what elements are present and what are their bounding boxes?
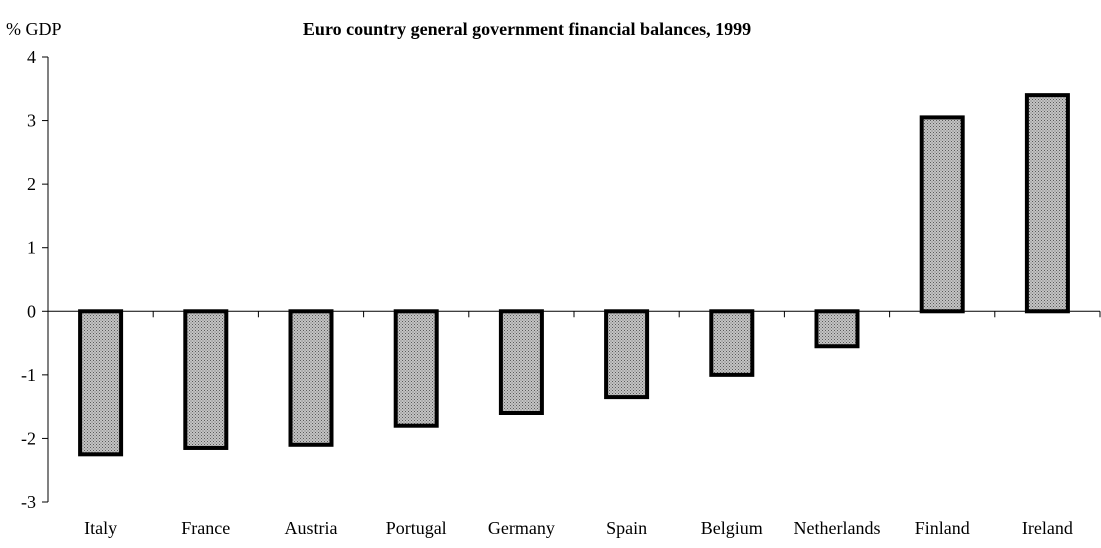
y-tick-label: 2 — [27, 174, 36, 194]
y-tick-label: -3 — [21, 492, 36, 512]
y-axis-label: % GDP — [6, 19, 62, 39]
x-tick-label: Austria — [285, 518, 338, 538]
bar-spain — [604, 309, 650, 400]
bar-belgium — [709, 309, 755, 377]
bar-germany — [498, 309, 544, 415]
y-tick-label: -2 — [21, 428, 36, 448]
x-tick-label: Netherlands — [794, 518, 881, 538]
bar-austria — [288, 309, 334, 447]
y-tick-label: 0 — [27, 301, 36, 321]
bar-france — [183, 309, 229, 450]
bars — [78, 93, 1070, 457]
x-tick-label: Belgium — [701, 518, 763, 538]
y-tick-label: -1 — [21, 365, 36, 385]
y-tick-label: 1 — [27, 238, 36, 258]
y-tick-label: 4 — [27, 47, 36, 67]
bar-netherlands — [814, 309, 860, 349]
x-axis-labels: Italy France Austria Portugal Germany Spain Be… — [84, 518, 1073, 538]
x-axis — [47, 310, 1101, 318]
x-tick-label: France — [181, 518, 230, 538]
x-tick-label: Portugal — [386, 518, 447, 538]
x-tick-label: Germany — [488, 518, 555, 538]
x-tick-label: Italy — [84, 518, 117, 538]
bar-italy — [78, 309, 124, 457]
bar-ireland — [1024, 93, 1070, 314]
bar-finland — [919, 115, 965, 314]
y-tick-label: 3 — [27, 111, 36, 131]
chart-title: Euro country general government financia… — [303, 19, 751, 39]
y-axis: 4 3 2 1 0 -1 -2 -3 — [21, 47, 49, 512]
x-tick-label: Ireland — [1022, 518, 1073, 538]
x-tick-label: Spain — [606, 518, 647, 538]
bar-portugal — [393, 309, 439, 428]
x-tick-label: Finland — [915, 518, 970, 538]
